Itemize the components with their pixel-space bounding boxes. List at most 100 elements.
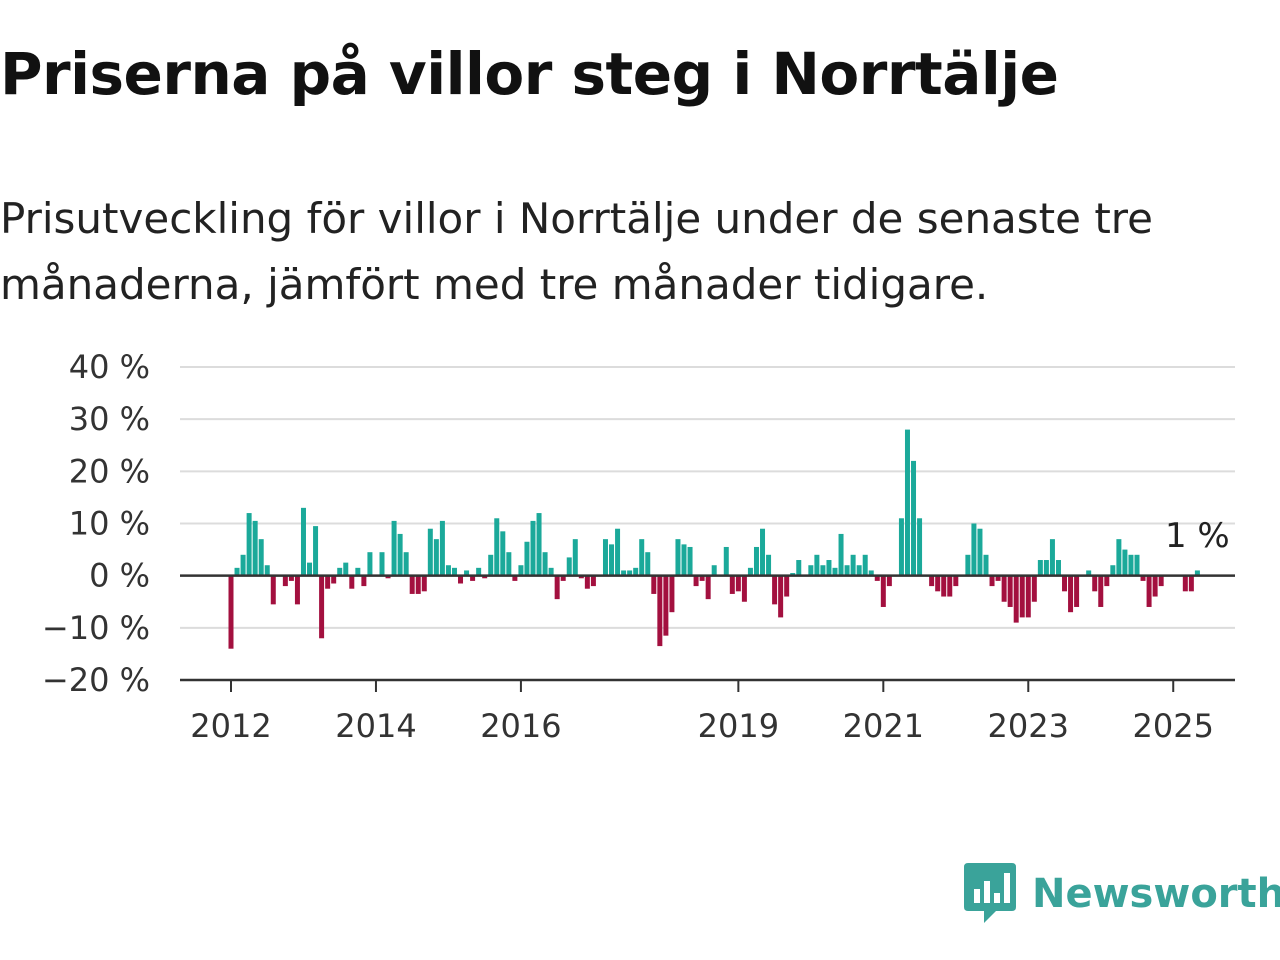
bar	[530, 520, 536, 576]
bar	[838, 533, 844, 576]
bar	[1055, 560, 1061, 576]
x-tick-label: 2016	[480, 707, 561, 745]
bar	[826, 560, 832, 576]
x-tick-label: 2019	[698, 707, 779, 745]
bar	[1128, 554, 1134, 576]
bar	[844, 565, 850, 576]
last-value-annotation: 1 %	[1165, 516, 1230, 556]
y-tick-label: 20 %	[69, 452, 150, 490]
bar	[313, 526, 319, 576]
bar	[240, 554, 246, 576]
bar	[379, 552, 385, 576]
bar	[1037, 560, 1043, 576]
bar	[898, 518, 904, 576]
bar	[639, 539, 645, 576]
bar	[500, 531, 506, 576]
axes	[180, 574, 1235, 682]
x-tick-label: 2025	[1133, 707, 1214, 745]
bar	[911, 460, 917, 576]
bar	[995, 575, 1001, 581]
bar	[766, 554, 772, 576]
bar	[796, 560, 802, 576]
bar	[1007, 575, 1013, 607]
bar	[578, 575, 584, 579]
bar	[609, 544, 615, 576]
bar	[488, 554, 494, 576]
bar	[1116, 539, 1122, 576]
bar	[989, 575, 995, 587]
bar	[331, 575, 337, 584]
bar	[572, 539, 578, 576]
bar	[735, 575, 741, 592]
bar	[584, 575, 590, 589]
bar	[1013, 575, 1019, 623]
bar	[506, 552, 512, 576]
bar	[657, 575, 663, 647]
bar	[1098, 575, 1104, 607]
bars	[228, 429, 1200, 649]
bar	[464, 570, 470, 576]
x-tick-label: 2021	[843, 707, 924, 745]
bar	[615, 528, 621, 576]
bar	[1049, 539, 1055, 576]
bar	[693, 575, 699, 587]
bar	[753, 546, 759, 576]
bar	[548, 567, 554, 576]
bar	[741, 575, 747, 602]
bar	[361, 575, 367, 587]
bar	[1001, 575, 1007, 602]
bar	[439, 520, 445, 576]
x-tick-label: 2012	[190, 707, 271, 745]
bar	[711, 565, 717, 576]
bar	[904, 429, 910, 576]
bar	[633, 567, 639, 576]
newsworthy-logo-text: Newsworthy	[1032, 871, 1280, 917]
bar	[409, 575, 415, 594]
bar	[1182, 575, 1188, 592]
bar	[1158, 575, 1164, 587]
bar	[856, 565, 862, 576]
bar	[282, 575, 288, 587]
bar	[814, 554, 820, 576]
bar	[977, 528, 983, 576]
bar	[832, 567, 838, 576]
y-axis-ticks: 40 % 30 % 20 % 10 % 0 % −10 % −20 %	[42, 348, 150, 699]
y-tick-label: −10 %	[42, 609, 150, 647]
bar	[512, 575, 518, 581]
bar	[470, 575, 476, 581]
bar	[627, 570, 633, 576]
bar	[482, 575, 488, 579]
bar	[850, 554, 856, 576]
bar	[554, 575, 560, 600]
gridlines	[180, 366, 1235, 629]
bar	[886, 575, 892, 587]
bar	[542, 552, 548, 576]
y-tick-label: −20 %	[42, 661, 150, 699]
bar	[747, 567, 753, 576]
y-tick-label: 30 %	[69, 400, 150, 438]
bar-chart: 40 %30 %20 %10 %0 %−10 %−20 % 2012 2014 20…	[42, 348, 1235, 745]
bar	[343, 562, 349, 576]
bar	[687, 546, 693, 576]
bar	[983, 554, 989, 576]
bar	[621, 570, 627, 576]
bar	[820, 565, 826, 576]
bar	[784, 575, 790, 597]
bar	[560, 575, 566, 581]
bar	[760, 528, 766, 576]
bar	[1152, 575, 1158, 597]
bar	[1110, 565, 1116, 576]
bar	[1194, 570, 1200, 576]
bar	[270, 575, 276, 605]
bar	[808, 565, 814, 576]
bar	[228, 575, 234, 649]
bar	[1140, 575, 1146, 581]
chart-title: Priserna på villor steg i Norrtälje	[0, 40, 1059, 108]
bar	[325, 575, 331, 589]
bar	[772, 575, 778, 605]
bar	[1019, 575, 1025, 618]
bar	[445, 565, 451, 576]
bar	[602, 539, 608, 576]
y-tick-label: 0 %	[89, 557, 150, 595]
bar	[929, 575, 935, 587]
